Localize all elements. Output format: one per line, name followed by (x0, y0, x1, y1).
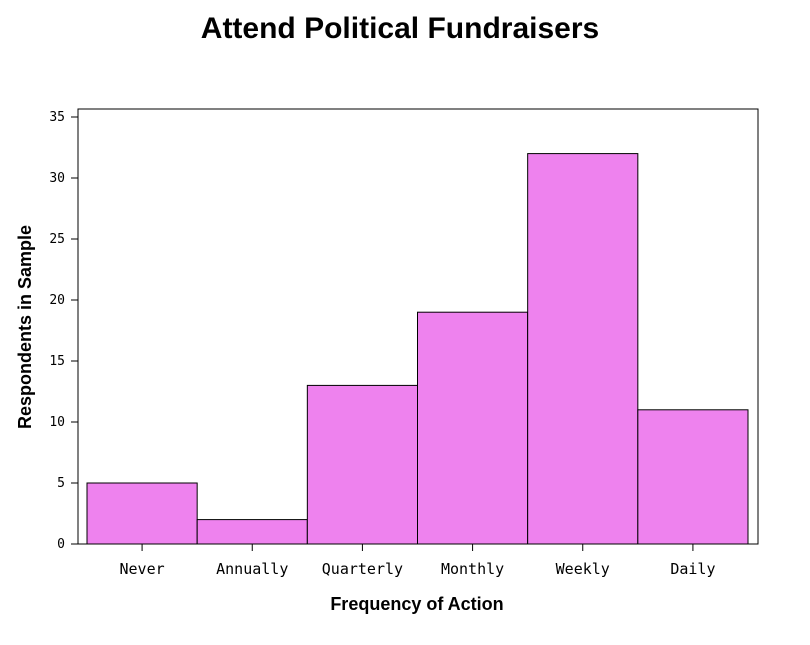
x-axis-title: Frequency of Action (330, 594, 503, 614)
bar-quarterly (306, 384, 419, 545)
bar-never (86, 482, 198, 545)
x-tick-label: Quarterly (322, 560, 403, 578)
bars-group (86, 153, 749, 545)
y-tick-label: 5 (57, 476, 65, 491)
y-tick-label: 0 (57, 537, 65, 552)
y-tick-label: 35 (49, 110, 65, 125)
x-tick-label: Weekly (556, 560, 610, 578)
x-tick-label: Annually (216, 560, 288, 578)
y-tick-label: 25 (49, 232, 65, 247)
x-tick-label: Daily (670, 560, 715, 578)
bar-annually (196, 519, 308, 545)
x-tick-label: Monthly (441, 560, 504, 578)
y-axis-title: Respondents in Sample (15, 225, 35, 429)
bar-weekly (527, 153, 639, 545)
x-axis: Never Annually Quarterly Monthly Weekly Daily (120, 544, 715, 578)
bar-monthly (417, 311, 529, 545)
chart-title: Attend Political Fundraisers (201, 12, 599, 45)
x-tick-label: Never (120, 560, 165, 578)
y-tick-label: 20 (49, 293, 65, 308)
y-axis: 0 5 10 15 20 25 30 35 (49, 110, 78, 552)
y-tick-label: 15 (49, 354, 65, 369)
y-tick-label: 10 (49, 415, 65, 430)
bar-daily (637, 409, 749, 545)
y-tick-label: 30 (49, 171, 65, 186)
